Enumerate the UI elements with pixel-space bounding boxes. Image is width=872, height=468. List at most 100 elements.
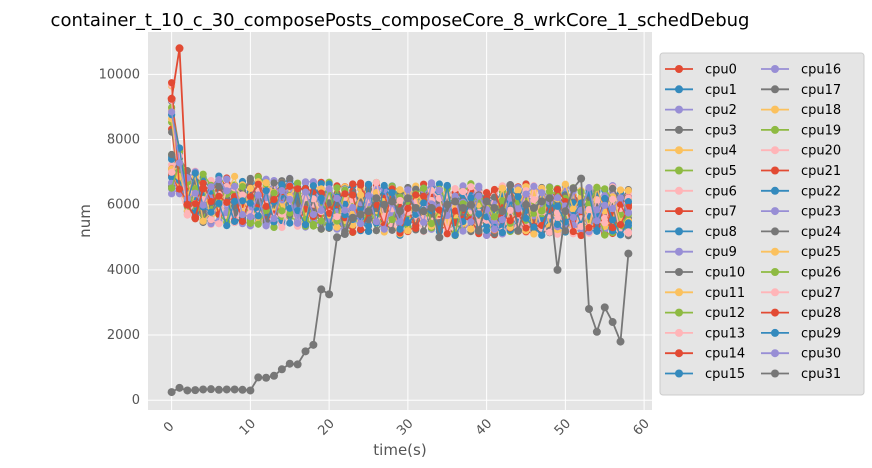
data-point <box>191 386 200 395</box>
legend-swatch-marker <box>675 308 683 317</box>
data-point <box>199 170 207 178</box>
data-point <box>309 182 317 190</box>
legend-swatch-marker <box>675 65 683 73</box>
legend-label: cpu3 <box>705 123 737 138</box>
data-point <box>616 337 625 346</box>
data-point <box>498 228 506 237</box>
legend-label: cpu1 <box>705 83 737 98</box>
data-point <box>475 192 483 200</box>
legend-item-cpu0: cpu0 <box>665 63 737 78</box>
data-point <box>616 186 625 194</box>
legend-label: cpu18 <box>801 103 841 118</box>
legend-item-cpu16: cpu16 <box>761 63 841 78</box>
data-point <box>199 184 208 193</box>
data-point <box>215 175 223 184</box>
data-point <box>514 193 522 201</box>
data-point <box>223 187 231 195</box>
x-axis-ticks: 0 10 20 30 40 50 60 <box>161 416 653 438</box>
y-axis-label: num <box>76 204 94 238</box>
data-point <box>490 185 499 194</box>
data-point <box>293 360 302 369</box>
data-point <box>262 222 270 230</box>
legend-item-cpu30: cpu30 <box>761 347 841 362</box>
legend-item-cpu27: cpu27 <box>761 286 841 301</box>
data-point <box>522 200 530 209</box>
data-point <box>403 194 412 203</box>
data-point <box>168 190 176 198</box>
data-point <box>609 195 617 203</box>
data-point <box>459 182 467 190</box>
data-point <box>420 192 428 200</box>
data-point <box>490 225 499 233</box>
data-point <box>601 194 609 203</box>
data-point <box>325 209 333 217</box>
data-point <box>412 191 420 199</box>
data-point <box>616 194 625 202</box>
data-point <box>601 219 609 227</box>
data-point <box>482 197 491 206</box>
data-point <box>246 184 254 192</box>
data-point <box>451 185 459 193</box>
data-point <box>301 178 310 186</box>
data-point <box>404 204 412 212</box>
legend-item-cpu2: cpu2 <box>665 103 737 118</box>
data-point <box>475 210 483 218</box>
data-point <box>546 188 554 196</box>
data-point <box>577 222 585 231</box>
data-point <box>514 205 522 213</box>
data-point <box>474 226 483 235</box>
legend-swatch-marker <box>771 247 779 256</box>
data-point <box>538 207 546 215</box>
legend-swatch-marker <box>675 349 683 358</box>
data-point <box>301 188 310 196</box>
data-point <box>443 182 451 190</box>
data-point <box>380 181 388 190</box>
data-point <box>624 219 632 227</box>
legend-label: cpu2 <box>705 103 737 118</box>
data-point <box>246 218 254 226</box>
data-point <box>364 180 373 188</box>
data-point <box>396 218 404 226</box>
data-point <box>364 222 373 230</box>
x-tick-label: 30 <box>394 416 416 438</box>
legend-label: cpu19 <box>801 123 841 138</box>
data-point <box>191 169 199 177</box>
legend-label: cpu25 <box>801 245 841 260</box>
data-point <box>609 184 617 193</box>
legend-item-cpu25: cpu25 <box>761 245 841 260</box>
data-point <box>285 359 294 368</box>
x-axis-label: time(s) <box>373 441 426 459</box>
data-point <box>498 184 506 192</box>
data-point <box>388 226 396 234</box>
y-tick-label: 6000 <box>107 198 140 213</box>
data-point <box>459 227 467 235</box>
legend-label: cpu15 <box>705 367 745 382</box>
data-point <box>553 185 562 194</box>
data-point <box>427 179 436 187</box>
data-point <box>207 197 215 206</box>
data-point <box>435 233 444 242</box>
data-point <box>294 179 302 187</box>
x-tick-label: 0 <box>161 419 177 435</box>
data-point <box>254 180 262 188</box>
data-point <box>341 206 349 214</box>
data-point <box>278 207 286 215</box>
x-tick-label: 20 <box>315 416 337 438</box>
legend-swatch-marker <box>675 207 683 216</box>
data-point <box>553 202 562 210</box>
data-point <box>459 203 467 212</box>
legend-swatch-marker <box>675 186 683 195</box>
data-point <box>624 249 633 258</box>
data-point <box>609 224 617 232</box>
data-point <box>254 191 262 199</box>
data-point <box>246 193 254 201</box>
data-point <box>349 180 357 188</box>
data-point <box>215 192 223 200</box>
data-point <box>592 327 601 336</box>
data-point <box>396 196 404 205</box>
data-point <box>420 199 428 207</box>
legend-item-cpu19: cpu19 <box>761 123 841 138</box>
legend-swatch-marker <box>675 125 683 134</box>
data-point <box>443 230 451 238</box>
legend-label: cpu22 <box>801 184 841 199</box>
